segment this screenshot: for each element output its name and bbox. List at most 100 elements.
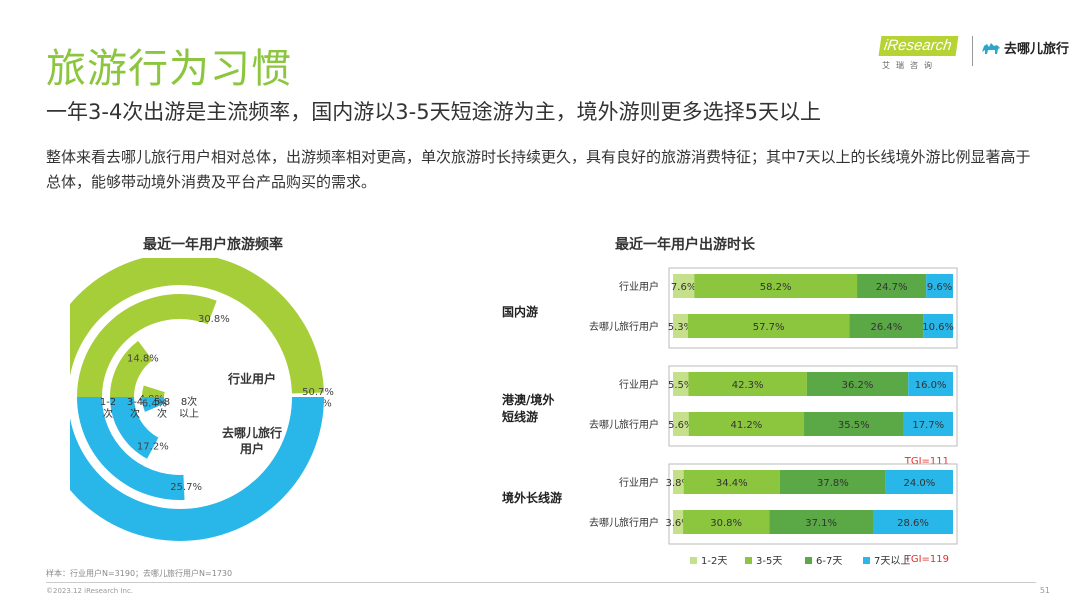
qunar-logo: 去哪儿旅行 xyxy=(980,38,1069,57)
category-label: 次 xyxy=(157,407,167,420)
bar-segment xyxy=(769,510,873,534)
bar-segment xyxy=(908,372,953,396)
bar-segment xyxy=(779,470,886,494)
bar-value-label: 5.3% xyxy=(668,322,693,333)
row-label: 行业用户 xyxy=(619,378,659,391)
bar-value-label: 42.3% xyxy=(732,380,764,391)
bar-segment xyxy=(849,314,924,338)
bar-value-label: 58.2% xyxy=(760,282,792,293)
bar-value-label: 24.0% xyxy=(904,478,936,489)
legend-label: 6-7天 xyxy=(816,556,842,567)
industry-value-label: 14.8% xyxy=(127,353,159,364)
bar-segment xyxy=(683,470,780,494)
donut-chart: 49.5%30.8%14.8%4.9%50.7%25.7%17.2%6.4%1-… xyxy=(70,258,334,541)
row-label: 行业用户 xyxy=(619,476,659,489)
category-label: 以上 xyxy=(179,408,199,420)
bar-value-label: 3.6% xyxy=(665,518,690,529)
bar-value-label: 34.4% xyxy=(716,478,748,489)
bar-segment xyxy=(673,470,684,494)
page-title: 旅游行为习惯 xyxy=(46,46,292,92)
bar-segment xyxy=(926,274,953,298)
sample-note: 样本：行业用户N=3190；去哪儿旅行用户N=1730 xyxy=(46,569,233,578)
iresearch-logo: iResearch 艾瑞咨询 xyxy=(878,35,958,71)
category-label: 5-8 xyxy=(154,397,170,408)
qunar-ring-1 xyxy=(70,397,324,541)
industry-ring-3 xyxy=(110,340,153,397)
row-label: 去哪儿旅行用户 xyxy=(589,418,659,431)
bar-segment xyxy=(673,314,688,338)
legend-label: 3-5天 xyxy=(756,556,782,567)
bar-value-label: 26.4% xyxy=(870,322,902,333)
legend-swatch xyxy=(805,557,812,564)
bar-value-label: 30.8% xyxy=(710,518,742,529)
legend-swatch xyxy=(690,557,697,564)
bar-value-label: 36.2% xyxy=(842,380,874,391)
bar-value-label: 35.5% xyxy=(838,420,870,431)
qunar-value-label: 25.7% xyxy=(170,482,202,493)
bar-segment xyxy=(673,510,684,534)
bar-segment xyxy=(903,412,953,436)
qunar-logo-text: 去哪儿旅行 xyxy=(1004,42,1070,57)
page-description: 整体来看去哪儿旅行用户相对总体，出游频率相对更高，单次旅游时长持续更久，具有良好… xyxy=(46,148,1031,191)
qunar-ring-2 xyxy=(77,397,185,500)
bar-segment xyxy=(688,412,805,436)
legend-swatch xyxy=(745,557,752,564)
qunar-value-label: 50.7% xyxy=(302,387,334,398)
bar-segment xyxy=(806,372,909,396)
bar-value-label: 9.6% xyxy=(927,282,952,293)
category-label: 次 xyxy=(103,407,113,420)
bar-value-label: 10.6% xyxy=(922,322,954,333)
industry-value-label: 30.8% xyxy=(198,314,230,325)
group-label: 港澳/境外 xyxy=(502,392,554,407)
bar-segment xyxy=(857,274,927,298)
industry-center-label: 行业用户 xyxy=(227,371,276,386)
group-label: 国内游 xyxy=(502,304,538,319)
camel-icon xyxy=(982,42,1000,54)
iresearch-logo-text: iResearch xyxy=(878,36,958,56)
bar-segment xyxy=(885,470,953,494)
bar-value-label: 16.0% xyxy=(915,380,947,391)
page-number: 51 xyxy=(1039,586,1050,595)
bar-value-label: 5.5% xyxy=(668,380,693,391)
row-label: 去哪儿旅行用户 xyxy=(589,516,659,529)
qunar-center-label: 用户 xyxy=(239,441,264,456)
iresearch-logo-sub: 艾瑞咨询 xyxy=(882,61,938,70)
group-frame xyxy=(668,267,958,349)
bar-value-label: 5.6% xyxy=(668,420,693,431)
legend-label: 1-2天 xyxy=(701,556,727,567)
donut-chart-title: 最近一年用户旅游频率 xyxy=(143,237,283,253)
row-label: 去哪儿旅行用户 xyxy=(589,320,659,333)
qunar-ring-3 xyxy=(110,397,159,459)
bar-value-label: 37.1% xyxy=(805,518,837,529)
bar-segment xyxy=(687,314,850,338)
bar-chart-title: 最近一年用户出游时长 xyxy=(615,237,755,253)
category-label: 次 xyxy=(130,407,140,420)
industry-ring-1 xyxy=(70,258,324,394)
bar-segment xyxy=(694,274,858,298)
tgi-label: TGI=119 xyxy=(904,554,949,565)
bar-value-label: 28.6% xyxy=(897,518,929,529)
page-subtitle: 一年3-4次出游是主流频率，国内游以3-5天短途游为主，境外游则更多选择5天以上 xyxy=(46,100,821,124)
bar-segment xyxy=(673,274,695,298)
group-label: 境外长线游 xyxy=(502,490,562,505)
group-frame xyxy=(668,463,958,545)
bar-value-label: 7.6% xyxy=(671,282,696,293)
bar-value-label: 37.8% xyxy=(817,478,849,489)
copyright: ©2023.12 iResearch Inc. xyxy=(46,587,134,595)
logo-divider xyxy=(972,36,973,66)
qunar-ring-4 xyxy=(142,397,166,412)
legend-swatch xyxy=(863,557,870,564)
group-frame xyxy=(668,365,958,447)
bar-value-label: 41.2% xyxy=(730,420,762,431)
tgi-label: TGI=111 xyxy=(904,456,949,467)
bar-segment xyxy=(923,314,953,338)
bar-value-label: 57.7% xyxy=(753,322,785,333)
industry-ring-2 xyxy=(77,293,217,397)
industry-ring-4 xyxy=(142,385,165,397)
bar-segment xyxy=(673,372,689,396)
bar-segment xyxy=(804,412,904,436)
bar-value-label: 3.8% xyxy=(666,478,691,489)
category-label: 3-4 xyxy=(127,397,143,408)
category-label: 1-2 xyxy=(100,397,116,408)
